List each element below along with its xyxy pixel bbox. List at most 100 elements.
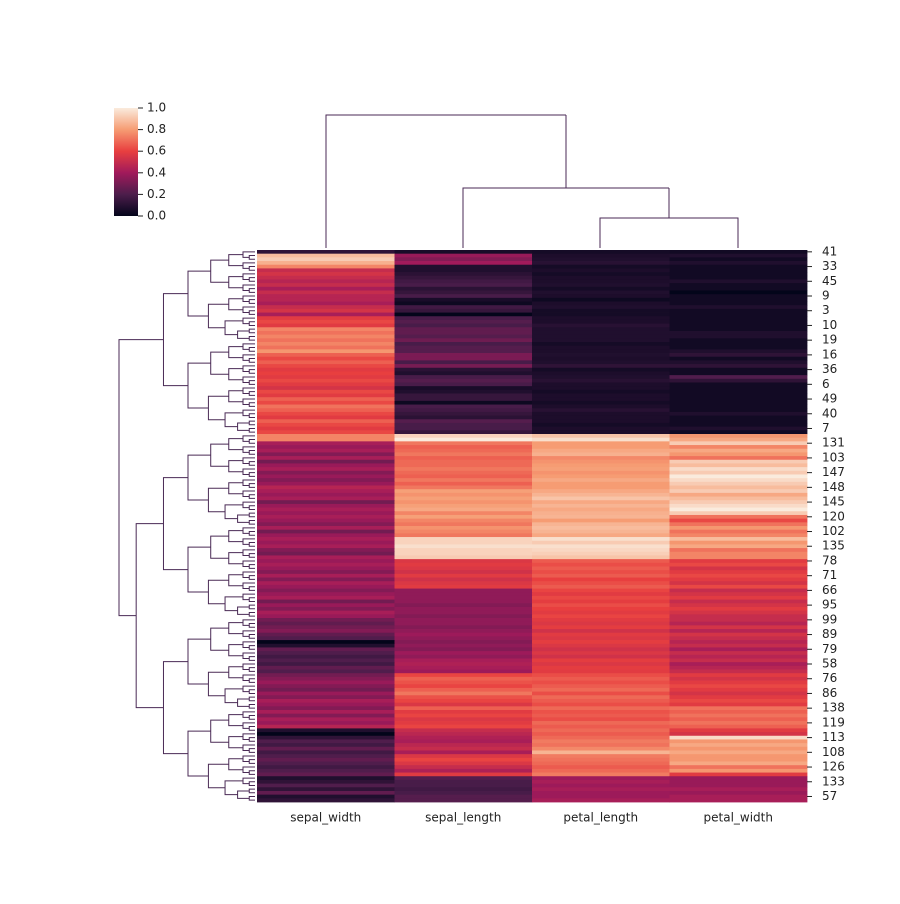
heatmap-cell — [257, 327, 395, 332]
heatmap-cell — [532, 264, 670, 269]
heatmap-cell — [532, 419, 670, 424]
heatmap-cell — [532, 684, 670, 689]
heatmap-cell — [532, 364, 670, 369]
colorbar-tick-label: 0.4 — [147, 165, 166, 179]
heatmap-cell — [669, 559, 808, 564]
heatmap-cell — [394, 522, 533, 527]
heatmap-cell — [257, 316, 395, 321]
heatmap-cell — [257, 492, 395, 497]
heatmap-cell — [532, 647, 670, 652]
heatmap-cell — [669, 540, 808, 545]
heatmap-cell — [257, 618, 395, 623]
y-tick-label: 138 — [822, 701, 845, 715]
heatmap-cell — [394, 584, 533, 589]
heatmap-cell — [532, 448, 670, 453]
heatmap-cell — [669, 411, 808, 416]
heatmap-cell — [394, 283, 533, 288]
heatmap-cell — [532, 323, 670, 328]
heatmap-cell — [669, 706, 808, 711]
heatmap-cell — [257, 470, 395, 475]
heatmap-cell — [394, 316, 533, 321]
heatmap-cell — [257, 342, 395, 347]
y-tick-label: 40 — [822, 406, 837, 420]
heatmap-cell — [257, 422, 395, 428]
heatmap-cell — [394, 695, 533, 700]
heatmap-cell — [257, 787, 395, 792]
heatmap-cell — [394, 514, 533, 520]
heatmap-cell — [394, 261, 533, 266]
heatmap-cell — [532, 651, 670, 656]
heatmap-cell — [669, 779, 808, 784]
heatmap-cell — [394, 389, 533, 394]
heatmap-cell — [532, 338, 670, 343]
heatmap-cell — [257, 695, 395, 700]
heatmap-cell — [532, 757, 670, 762]
y-tick-label: 126 — [822, 760, 845, 774]
heatmap-cell — [394, 735, 533, 740]
heatmap-cell — [257, 404, 395, 409]
heatmap-cell — [394, 562, 533, 567]
heatmap-cell — [532, 710, 670, 715]
heatmap-cell — [394, 367, 533, 372]
heatmap-cell — [257, 264, 395, 269]
heatmap-cell — [257, 698, 395, 704]
heatmap-cell — [394, 375, 533, 380]
heatmap-cell — [532, 632, 670, 637]
heatmap-cell — [669, 371, 808, 376]
heatmap-cell — [669, 364, 808, 369]
heatmap-cell — [669, 279, 808, 284]
y-tick-label: 135 — [822, 539, 845, 553]
heatmap-cell — [257, 367, 395, 372]
heatmap-cell — [532, 327, 670, 332]
heatmap-cell — [394, 334, 533, 339]
heatmap-cell — [394, 537, 533, 542]
heatmap-cell — [669, 562, 808, 567]
heatmap-cell — [532, 426, 670, 431]
heatmap-cell — [394, 312, 533, 317]
heatmap-cell — [257, 334, 395, 339]
heatmap-cell — [669, 503, 808, 508]
heatmap-cell — [257, 522, 395, 527]
heatmap-cell — [532, 746, 670, 751]
heatmap-cell — [669, 732, 808, 737]
heatmap-cell — [669, 389, 808, 394]
heatmap-cell — [394, 279, 533, 284]
y-tick-label: 41 — [822, 244, 837, 258]
heatmap-cell — [532, 360, 670, 365]
heatmap-cell — [532, 319, 670, 324]
heatmap-cell — [257, 345, 395, 350]
heatmap-cell — [257, 706, 395, 711]
heatmap-cell — [532, 437, 670, 442]
heatmap-cell — [532, 787, 670, 792]
heatmap-cell — [669, 393, 808, 398]
heatmap-cell — [394, 437, 533, 442]
heatmap-cell — [532, 261, 670, 266]
heatmap-cell — [257, 724, 395, 729]
heatmap-cell — [257, 478, 395, 483]
heatmap-cell — [394, 544, 533, 549]
heatmap-cell — [669, 529, 808, 534]
heatmap-cell — [257, 566, 395, 571]
heatmap-cell — [669, 360, 808, 365]
heatmap-cell — [669, 485, 808, 490]
heatmap-cell — [394, 739, 533, 744]
heatmap-cell — [257, 684, 395, 689]
heatmap-cell — [257, 364, 395, 369]
heatmap-cell — [669, 422, 808, 428]
heatmap-cell — [532, 268, 670, 273]
heatmap-cell — [669, 625, 808, 630]
heatmap-cell — [394, 529, 533, 534]
heatmap-cell — [532, 334, 670, 339]
heatmap-cell — [669, 551, 808, 556]
y-tick-label: 145 — [822, 495, 845, 509]
heatmap-cell — [257, 640, 395, 645]
heatmap-cell — [532, 386, 670, 391]
heatmap-cell — [669, 702, 808, 707]
heatmap-cell — [532, 305, 670, 310]
heatmap-cell — [669, 544, 808, 549]
heatmap-cell — [532, 559, 670, 564]
heatmap-cell — [394, 445, 533, 450]
heatmap-cell — [669, 691, 808, 696]
heatmap-cell — [532, 691, 670, 696]
row-dendrogram-branches — [118, 251, 255, 801]
